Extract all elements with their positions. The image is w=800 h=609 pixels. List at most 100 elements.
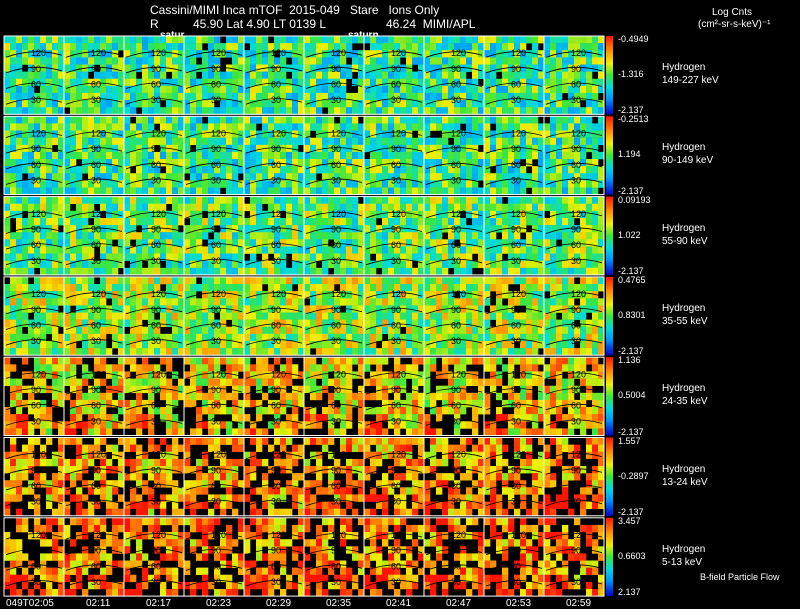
contour-label: 120 [271, 129, 286, 139]
heatmap-cell [148, 291, 155, 299]
pitch-contour [545, 51, 603, 58]
heatmap-cell [268, 144, 275, 153]
heatmap-cell [280, 399, 287, 408]
heatmap-cell [148, 319, 155, 327]
heatmap-cell [454, 107, 461, 115]
heatmap-cell [4, 239, 11, 247]
heatmap-cell [64, 357, 71, 365]
heatmap-cell [94, 312, 101, 320]
heatmap-cell [376, 246, 383, 254]
heatmap-cell [526, 151, 533, 160]
heatmap-cell [202, 100, 209, 108]
heatmap-cell [310, 305, 317, 313]
heatmap-cell [454, 348, 461, 356]
heatmap-cell [268, 218, 275, 226]
heatmap-cell [598, 305, 605, 313]
heatmap-cell [124, 333, 131, 342]
pitch-contour [485, 307, 543, 315]
heatmap-cell [442, 312, 449, 320]
heatmap-cell [112, 64, 119, 72]
heatmap-cell [112, 78, 119, 87]
heatmap-cell [52, 232, 59, 240]
pitch-contour [365, 178, 423, 185]
heatmap-cell [466, 130, 473, 138]
heatmap-cell [550, 78, 557, 87]
heatmap-cell [484, 85, 491, 94]
heatmap-cell [88, 428, 95, 436]
heatmap-cell [508, 298, 515, 306]
pitch-contour [125, 292, 183, 299]
heatmap-cell [358, 312, 365, 320]
contour-label: 90 [31, 144, 41, 154]
heatmap-cell [580, 159, 587, 167]
pitch-contour [245, 227, 303, 234]
heatmap-cell [130, 85, 137, 94]
heatmap-cell [130, 78, 137, 87]
heatmap-cell [328, 305, 335, 313]
heatmap-cell [490, 187, 497, 195]
heatmap-cell [322, 85, 329, 94]
heatmap-cell [592, 239, 599, 247]
heatmap-cell [496, 85, 503, 94]
heatmap-cell [82, 210, 89, 219]
heatmap-cell [160, 305, 167, 313]
heatmap-cell [208, 385, 215, 394]
heatmap-cell [592, 92, 599, 101]
heatmap-cell [406, 85, 413, 94]
heatmap-cell [286, 341, 293, 349]
heatmap-cell [100, 92, 107, 101]
heatmap-cell [136, 407, 143, 415]
heatmap-cell [82, 298, 89, 306]
heatmap-cell [238, 196, 245, 204]
heatmap-cell [556, 64, 563, 72]
heatmap-cell [304, 159, 311, 167]
heatmap-cell [70, 36, 77, 44]
heatmap-cell [436, 187, 443, 195]
heatmap-cell [268, 239, 275, 247]
heatmap-cell [40, 159, 47, 167]
heatmap-cell [154, 298, 161, 306]
heatmap-cell [316, 92, 323, 101]
heatmap-cell [4, 284, 11, 292]
heatmap-cell [16, 312, 23, 320]
heatmap-cell [568, 36, 575, 44]
heatmap-cell [484, 276, 491, 285]
heatmap-cell [250, 305, 257, 313]
heatmap-cell [448, 100, 455, 108]
heatmap-cell [568, 196, 575, 204]
heatmap-cell [70, 414, 77, 422]
heatmap-cell [262, 218, 269, 226]
heatmap-cell [46, 260, 53, 269]
heatmap-cell [238, 298, 245, 306]
heatmap-cell [526, 85, 533, 94]
heatmap-cell [226, 341, 233, 349]
heatmap-cell [310, 196, 317, 204]
heatmap-cell [364, 218, 371, 226]
heatmap-cell [28, 421, 35, 429]
heatmap-cell [154, 78, 161, 87]
heatmap-cell [538, 260, 545, 269]
heatmap-cell [58, 392, 65, 401]
heatmap-cell [298, 36, 305, 44]
heatmap-cell [214, 260, 221, 269]
heatmap-cell [70, 298, 77, 306]
contour-label: 120 [511, 289, 526, 299]
heatmap-cell [586, 196, 593, 204]
heatmap-cell [94, 298, 101, 306]
heatmap-cell [472, 71, 479, 79]
heatmap-cell [316, 298, 323, 306]
heatmap-cell [568, 107, 575, 115]
heatmap-cell [112, 378, 119, 386]
heatmap-cell [418, 298, 425, 306]
heatmap-cell [4, 36, 11, 44]
heatmap-cell [46, 203, 53, 212]
heatmap-cell [328, 210, 335, 219]
heatmap-cell [520, 348, 527, 356]
heatmap-cell [10, 92, 17, 101]
heatmap-cell [214, 253, 221, 261]
contour-label: 120 [511, 209, 526, 219]
heatmap-cell [4, 130, 11, 138]
heatmap-cell [328, 260, 335, 269]
heatmap-cell [16, 123, 23, 131]
